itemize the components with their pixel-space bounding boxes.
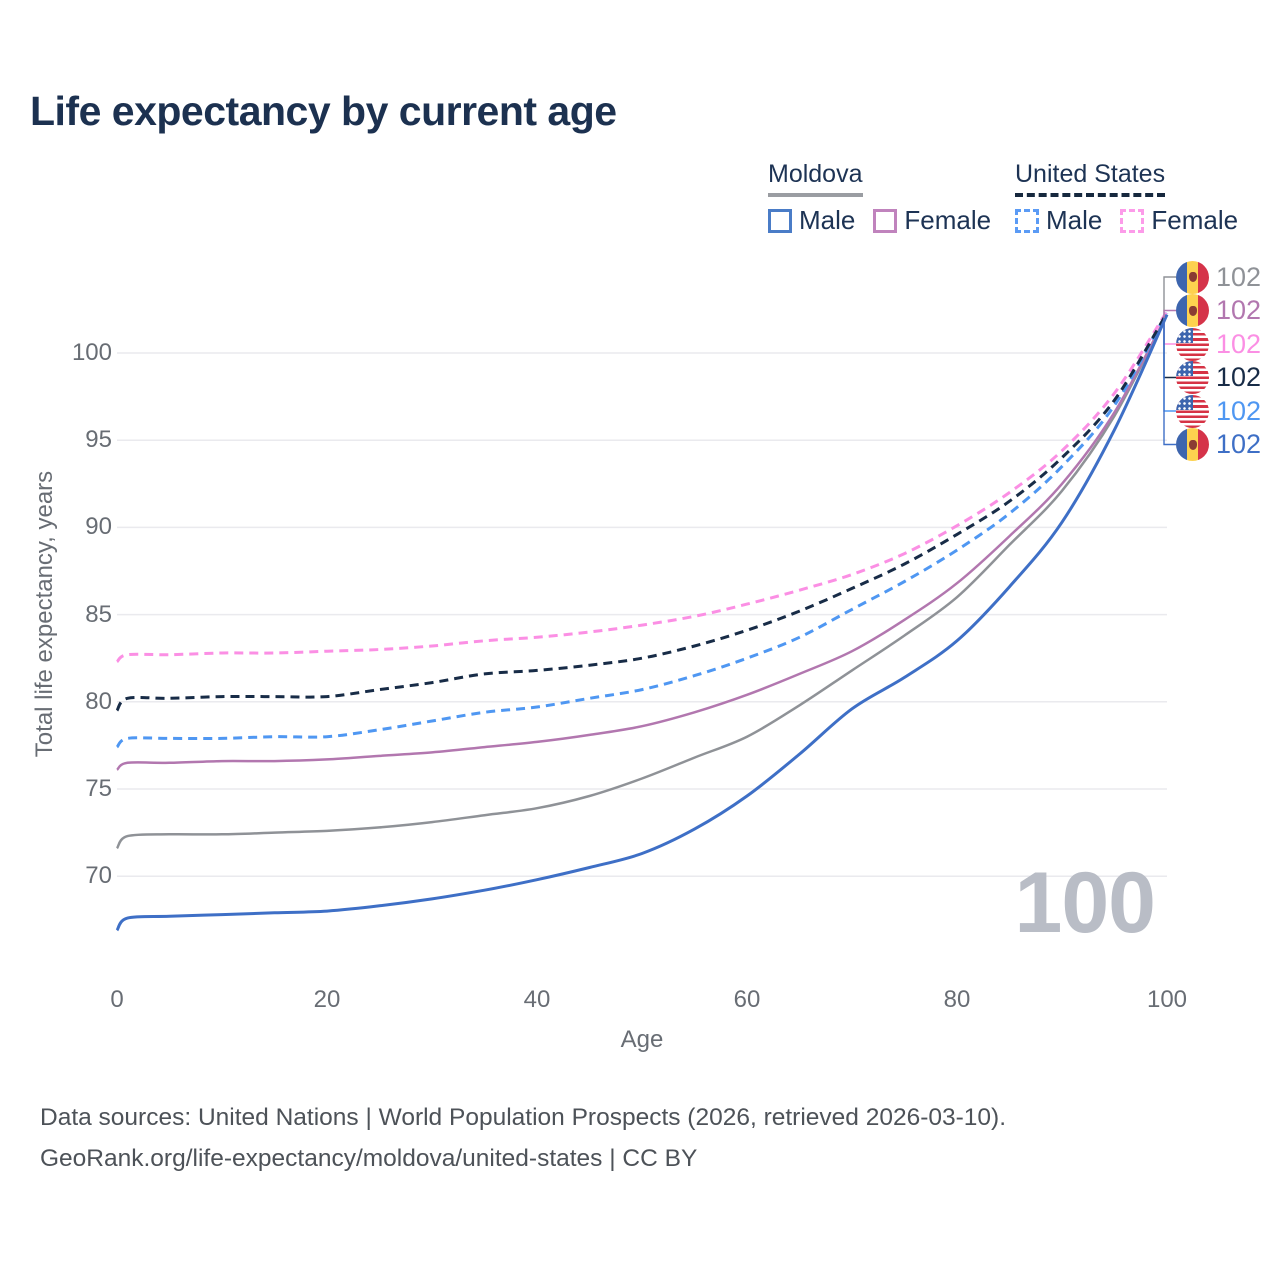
legend-group-moldova: Moldova Male Female (768, 160, 1009, 236)
series-line-moldova-total (115, 314, 1169, 850)
end-label-value: 102 (1216, 295, 1262, 325)
end-label-leader-line (1163, 318, 1176, 412)
legend-swatch-icon (768, 208, 792, 233)
x-axis-title: Age (620, 1026, 664, 1053)
legend-item-label: Male (799, 205, 856, 235)
end-label-value: 102 (1216, 261, 1262, 292)
series-line-moldova-female (116, 314, 1169, 771)
legend-item-label: Male (1046, 205, 1103, 235)
legend-swatch-icon (1120, 208, 1145, 233)
moldova-flag-icon (1176, 294, 1209, 327)
legend-item-united-states-female[interactable]: Female (1120, 205, 1238, 236)
end-label-leader-line (1163, 276, 1176, 318)
series-line-united-states-male (115, 312, 1169, 749)
legend-item-united-states-male[interactable]: Male (1015, 205, 1102, 236)
end-label-value: 102 (1216, 328, 1262, 359)
moldova-flag-icon (1176, 260, 1209, 294)
legend-group-united-states: United States Male Female (1015, 160, 1256, 236)
x-tick-label: 20 (313, 986, 341, 1013)
end-label-value: 102 (1216, 362, 1262, 392)
x-tick-label: 100 (1146, 986, 1188, 1013)
end-label-leader-line (1163, 309, 1176, 318)
y-tick-label: 95 (85, 426, 112, 454)
end-label-row: 102 (1176, 428, 1261, 461)
end-label-value: 102 (1216, 429, 1262, 459)
data-sources-text: Data sources: United Nations | World Pop… (40, 1104, 1007, 1131)
legend-item-moldova-female[interactable]: Female (873, 205, 991, 236)
series-line-united-states-female (115, 310, 1169, 663)
legend-swatch-icon (1015, 208, 1039, 233)
y-tick-label: 85 (85, 600, 112, 628)
end-label-row: 102 (1176, 394, 1262, 428)
legend-item-moldova-male[interactable]: Male (768, 205, 855, 236)
end-label-leader-line (1163, 318, 1176, 379)
x-tick-label: 40 (523, 986, 551, 1013)
legend-item-label: Female (1151, 205, 1239, 235)
legend-group-title-united-states: United States (1015, 160, 1166, 197)
x-tick-label: 60 (733, 986, 761, 1013)
legend-item-label: Female (904, 205, 992, 235)
legend-group-title-moldova: Moldova (768, 160, 863, 197)
attribution-text: GeoRank.org/life-expectancy/moldova/unit… (40, 1145, 698, 1172)
y-tick-label: 90 (85, 513, 112, 541)
moldova-flag-icon (1176, 428, 1209, 461)
legend-items-united-states: Male Female (1015, 205, 1256, 236)
legend-items-moldova: Male Female (768, 205, 1009, 236)
end-label-leader-line (1163, 318, 1176, 345)
x-tick-label: 0 (110, 986, 124, 1013)
series-line-moldova-male (115, 313, 1169, 932)
y-tick-label: 80 (85, 687, 112, 715)
us-flag-icon (1176, 394, 1209, 428)
end-label-row: 102 (1176, 327, 1262, 361)
end-label-row: 102 (1176, 361, 1261, 394)
us-flag-icon (1176, 361, 1209, 394)
end-label-row: 102 (1176, 260, 1262, 294)
x-tick-label: 80 (943, 986, 971, 1013)
legend-swatch-icon (873, 208, 898, 233)
y-tick-label: 100 (71, 339, 112, 366)
y-tick-label: 70 (85, 862, 112, 890)
current-age-indicator: 100 (1014, 855, 1157, 951)
end-label-row: 102 (1176, 294, 1261, 327)
y-tick-label: 75 (85, 775, 112, 802)
page-title: Life expectancy by current age (30, 88, 617, 134)
end-label-leader-line (1163, 318, 1176, 446)
us-flag-icon (1176, 327, 1209, 361)
end-label-value: 102 (1216, 395, 1262, 426)
series-line-united-states-total (115, 312, 1169, 712)
